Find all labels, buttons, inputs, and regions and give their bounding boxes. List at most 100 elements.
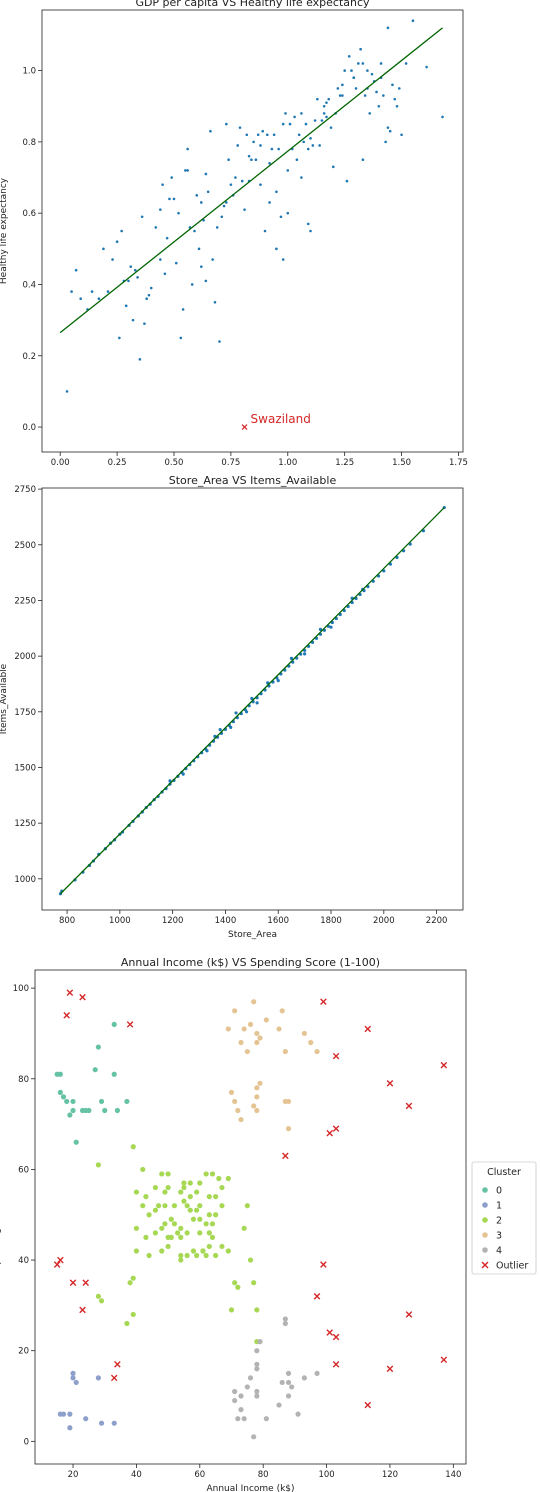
data-point	[205, 749, 209, 753]
cluster-3-point	[241, 1026, 247, 1032]
outlier-point	[326, 1129, 334, 1137]
cluster-4-point	[276, 1402, 282, 1408]
data-point	[127, 279, 130, 283]
y-tick-label: 0.4	[22, 280, 36, 290]
cluster-0-point	[111, 1021, 117, 1027]
cluster-2-point	[187, 1194, 193, 1200]
data-point	[215, 226, 219, 229]
data-point	[363, 94, 367, 97]
data-point	[240, 179, 244, 183]
data-point	[386, 126, 390, 129]
data-point	[199, 201, 203, 204]
legend-marker-cluster-0	[482, 1187, 488, 1193]
cluster-2-point	[140, 1166, 146, 1173]
data-point	[161, 183, 164, 186]
cluster-4-point	[301, 1375, 307, 1381]
outlier-point-stroke	[63, 1012, 70, 1019]
data-point	[268, 201, 271, 204]
legend-title: Cluster	[487, 1167, 521, 1178]
legend-entry-label: 0	[496, 1186, 502, 1197]
outlier-marker	[241, 424, 248, 430]
data-point	[322, 112, 326, 115]
cluster-0-point	[98, 1098, 105, 1105]
data-point	[218, 340, 221, 343]
outlier-point-stroke	[114, 1360, 121, 1368]
data-point	[225, 122, 228, 126]
cluster-2-point	[181, 1198, 187, 1204]
cluster-0-point	[111, 1071, 117, 1077]
outlier-point-stroke	[313, 1293, 321, 1300]
cluster-2-point	[216, 1175, 222, 1182]
data-point	[209, 129, 212, 133]
fit-line	[59, 27, 443, 334]
cluster-3-point	[254, 1085, 260, 1091]
cluster-1-point	[95, 1375, 101, 1381]
data-point	[397, 87, 401, 90]
data-point	[293, 115, 296, 119]
cluster-2-point	[124, 1320, 130, 1327]
outlier-point	[110, 1374, 118, 1382]
data-point	[252, 140, 255, 144]
x-tick-label: 1.25	[335, 458, 354, 468]
data-point	[255, 701, 259, 705]
outlier-marker-stroke	[241, 424, 248, 430]
cluster-4-point	[238, 1407, 244, 1413]
cluster-2-point	[247, 1257, 254, 1263]
cluster-2-point	[209, 1221, 216, 1227]
data-point	[181, 772, 185, 776]
data-point	[250, 158, 253, 162]
cluster-0-point	[114, 1107, 120, 1114]
data-point	[341, 83, 344, 87]
data-point	[186, 169, 189, 172]
cluster-0-point	[73, 1139, 79, 1145]
x-tick-label: 20	[68, 1470, 79, 1480]
cluster-4-point	[235, 1416, 241, 1422]
cluster-2-point	[225, 1175, 231, 1182]
data-point	[306, 222, 310, 226]
data-point	[193, 229, 196, 233]
cluster-2-point	[200, 1248, 206, 1254]
cluster-3-point	[225, 1026, 231, 1032]
cluster-4-point	[254, 1388, 260, 1395]
x-tick-label: 800	[59, 916, 75, 926]
cluster-2-point	[244, 1203, 250, 1209]
data-point	[386, 26, 390, 30]
data-point	[295, 158, 299, 162]
legend-entry-label: Outlier	[496, 1261, 528, 1272]
cluster-4-point	[314, 1370, 320, 1376]
x-tick-label: 2000	[373, 916, 395, 926]
cluster-2-point	[184, 1230, 190, 1236]
cluster-4-point	[289, 1384, 295, 1390]
cluster-3-point	[228, 1089, 235, 1095]
cluster-2-point	[178, 1189, 184, 1195]
data-point	[309, 137, 312, 140]
cluster-4-point	[295, 1411, 301, 1417]
cluster-3-point	[251, 999, 257, 1005]
data-point	[234, 711, 238, 715]
data-point	[65, 390, 69, 393]
outlier-point-stroke	[320, 1261, 327, 1268]
outlier-point	[114, 1360, 121, 1368]
data-point	[395, 104, 399, 108]
data-point	[220, 215, 224, 219]
data-point	[159, 258, 162, 261]
outlier-point	[313, 1293, 321, 1300]
legend-entry-label: 1	[496, 1201, 502, 1212]
cluster-4-point	[254, 1348, 260, 1354]
cluster-1-point	[83, 1416, 89, 1422]
x-tick-label: 1.00	[278, 458, 297, 468]
outlier-point	[332, 1333, 340, 1341]
cluster-3-point	[251, 1103, 257, 1109]
cluster-3-point	[279, 1008, 285, 1014]
y-tick-label: 0.0	[22, 423, 36, 433]
cluster-2-point	[206, 1230, 212, 1236]
cluster-0-point	[86, 1107, 92, 1114]
cluster-2-point	[213, 1252, 219, 1259]
data-point	[149, 286, 153, 290]
data-point	[318, 627, 323, 632]
cluster-1-point	[73, 1379, 79, 1386]
legend-marker-cluster-4	[482, 1247, 488, 1253]
data-point	[163, 272, 167, 276]
data-point	[159, 208, 162, 211]
data-point	[211, 258, 214, 261]
